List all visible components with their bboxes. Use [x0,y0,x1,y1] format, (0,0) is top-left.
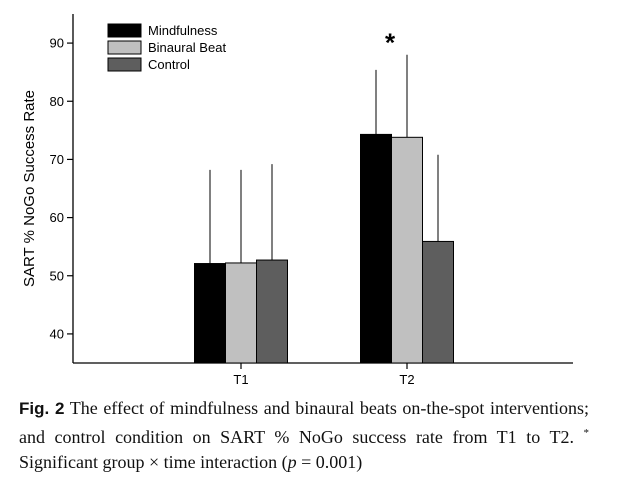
caption-asterisk: * [583,427,590,439]
bar [194,263,226,364]
legend-label: Control [148,57,190,72]
x-tick-label: T2 [399,372,414,387]
y-tick-label: 70 [50,152,64,167]
bar [422,240,454,364]
y-tick-label: 80 [50,94,64,109]
y-tick-label: 50 [50,268,64,283]
legend-label: Binaural Beat [148,40,226,55]
legend-swatch [107,57,142,72]
chart-axes: 40 50 60 70 80 90 T1 T2 [50,14,573,387]
figure-caption: Fig. 2 The effect of mindfulness and bin… [19,396,589,475]
bar [391,136,423,364]
y-tick-label: 60 [50,210,64,225]
caption-text: The effect of mindfulness and binaural b… [19,398,589,447]
caption-text-tail: Significant group × time interaction ( [19,452,288,472]
legend-swatch [107,23,142,38]
chart-legend: Mindfulness Binaural Beat Control [107,23,226,72]
y-tick-label: 40 [50,326,64,341]
bar-chart: 40 50 60 70 80 90 T1 T2 * Mindfulness Binaural B… [21,14,573,387]
caption-p-value: = 0.001) [296,452,363,472]
y-tick-label: 90 [50,36,64,51]
bar [360,133,392,364]
legend-swatch [107,40,142,55]
caption-p-symbol: p [287,452,297,472]
chart-bars: * [194,28,454,364]
x-tick-label: T1 [233,372,248,387]
caption-fig-label: Fig. 2 [19,399,65,418]
bar [256,259,288,364]
y-axis-label: SART % NoGo Success Rate [21,90,38,287]
bar [225,262,257,364]
legend-label: Mindfulness [148,23,218,38]
significance-asterisk: * [385,28,396,58]
